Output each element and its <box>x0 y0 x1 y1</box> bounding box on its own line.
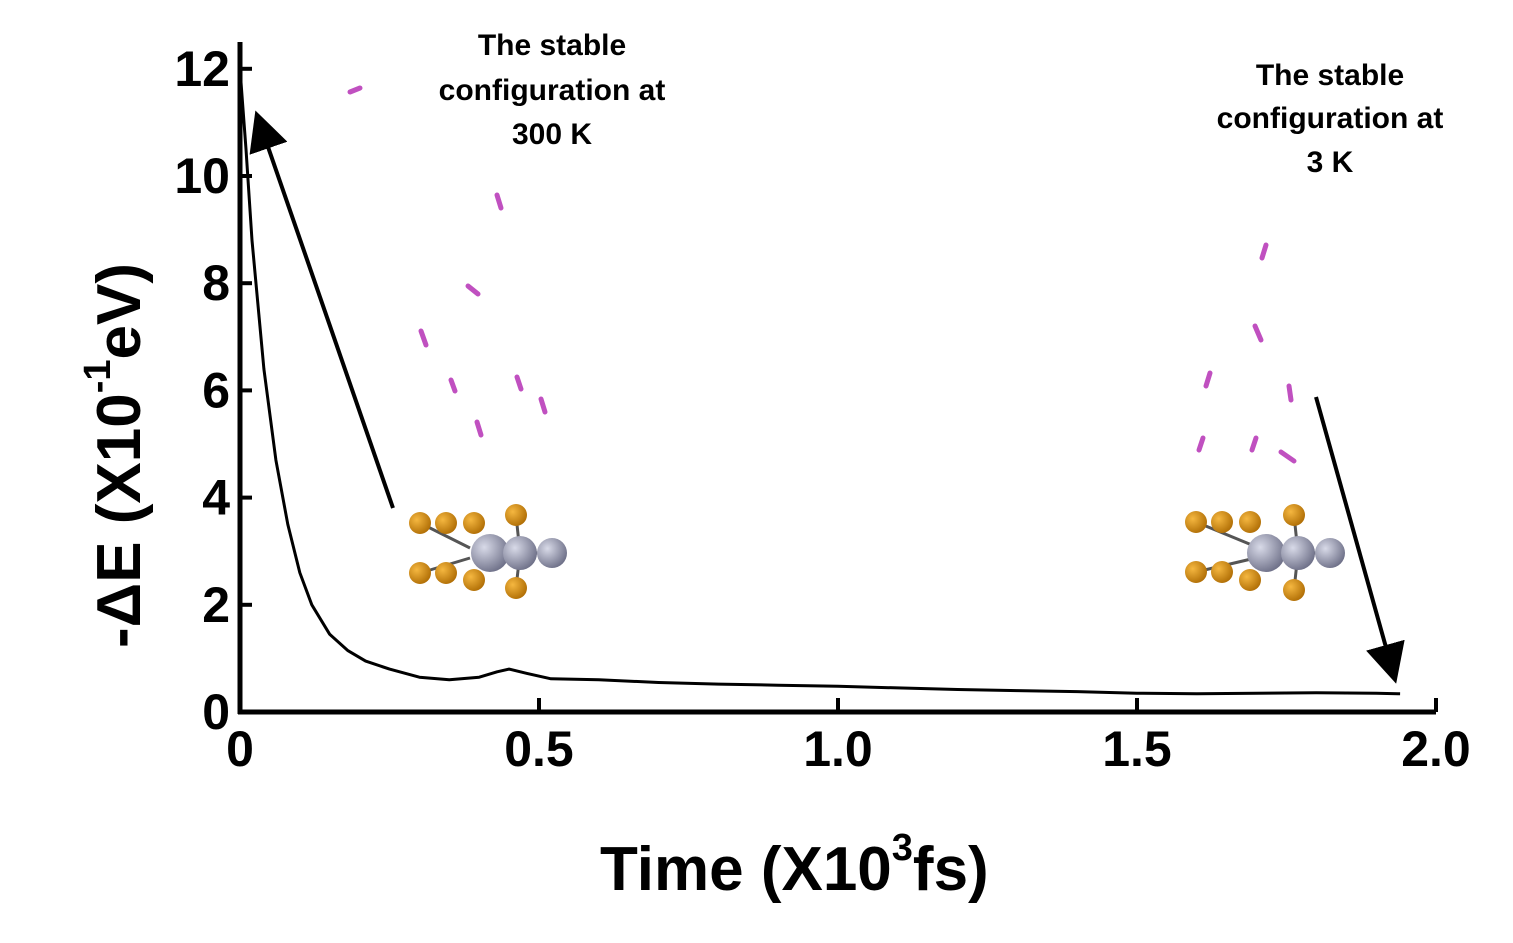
x-tick-label: 0.5 <box>504 721 574 777</box>
y-tick-label: 2 <box>202 577 230 633</box>
annotation-300k-line-3: 300 K <box>512 118 592 151</box>
x-tick-label: 1.5 <box>1102 721 1172 777</box>
x-axis-title: Time (X103fs) <box>600 827 989 904</box>
x-tick-label: 2.0 <box>1401 721 1471 777</box>
y-tick-label: 0 <box>202 684 230 740</box>
annotation-3k-line-3: 3 K <box>1307 146 1354 179</box>
hydrogen-molecules-3k <box>1196 242 1297 464</box>
arrow-to-3k-end <box>1314 396 1405 684</box>
annotation-300k-line-2: configuration at <box>439 74 666 107</box>
y-tick-label: 12 <box>174 41 230 97</box>
annotation-3k-line-2: configuration at <box>1217 102 1444 135</box>
annotation-300k-line-1: The stable <box>478 29 626 62</box>
x-tick-label: 0 <box>226 721 254 777</box>
hydrogen-molecules-300k <box>347 85 548 438</box>
y-axis-title-suffix: eV) <box>85 263 154 359</box>
y-tick-label: 10 <box>174 148 230 204</box>
x-tick-label: 1.0 <box>803 721 873 777</box>
molecule-300k-illustration <box>347 85 567 599</box>
molecule-3k-illustration <box>1185 242 1345 601</box>
y-axis-title: -ΔE (X10-1eV) <box>77 263 154 648</box>
annotation-3k-line-1: The stable <box>1256 59 1404 92</box>
ticks: 0 2 4 6 8 10 12 0 0.5 1.0 1.5 2.0 <box>174 41 1470 777</box>
arrow-to-300k-start <box>249 110 395 509</box>
annotation-300k: The stable configuration at 300 K <box>439 29 666 151</box>
x-axis-title-suffix: fs) <box>913 835 989 904</box>
y-axis-title-sup: -1 <box>77 359 119 393</box>
y-tick-label: 8 <box>202 255 230 311</box>
series-line-0 <box>238 68 1401 696</box>
axes <box>237 42 1436 715</box>
y-tick-label: 6 <box>202 362 230 418</box>
x-axis-title-sup: 3 <box>892 827 913 869</box>
series <box>238 68 1401 696</box>
y-tick-label: 4 <box>202 470 230 526</box>
y-axis-title-prefix: -ΔE (X10 <box>85 393 154 648</box>
x-axis-title-prefix: Time (X10 <box>600 835 892 904</box>
annotation-3k: The stable configuration at 3 K <box>1217 59 1444 179</box>
